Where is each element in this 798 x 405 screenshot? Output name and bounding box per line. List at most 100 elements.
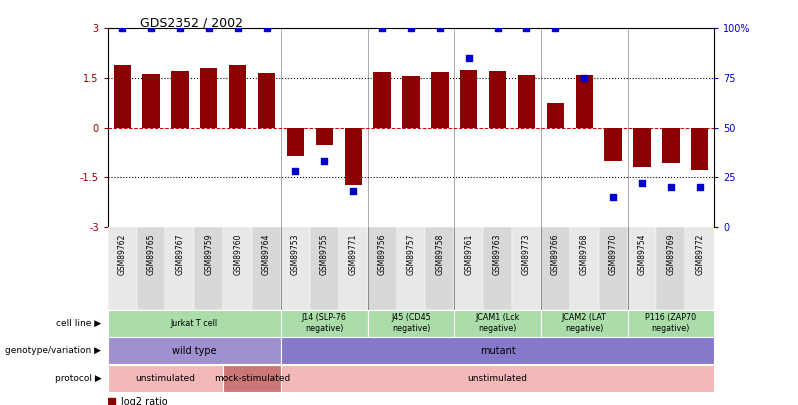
Text: GSM89757: GSM89757 (406, 233, 416, 275)
Point (173, 25, 186, 32)
Bar (286, 128, 304, 156)
Text: Jurkat T cell: Jurkat T cell (171, 319, 218, 328)
Bar (454, 310, 541, 337)
Text: GSM89767: GSM89767 (176, 233, 184, 275)
Bar (483, 227, 512, 310)
Text: GDS2352 / 2002: GDS2352 / 2002 (140, 16, 243, 29)
Bar (165, 227, 195, 310)
Bar (339, 227, 368, 310)
Text: protocol ▶: protocol ▶ (54, 374, 101, 383)
Bar (397, 227, 425, 310)
Bar (598, 227, 627, 310)
Text: GSM89755: GSM89755 (320, 233, 329, 275)
Text: log2 ratio: log2 ratio (121, 397, 168, 405)
Bar (662, 128, 680, 163)
Text: GSM89763: GSM89763 (493, 233, 502, 275)
Text: GSM89756: GSM89756 (377, 233, 386, 275)
Text: GSM89766: GSM89766 (551, 233, 560, 275)
Bar (281, 310, 368, 337)
Point (520, 25, 533, 32)
Text: genotype/variation ▶: genotype/variation ▶ (6, 346, 101, 355)
Bar (402, 76, 420, 128)
Text: unstimulated: unstimulated (468, 374, 527, 383)
Text: JCAM2 (LAT
negative): JCAM2 (LAT negative) (562, 313, 606, 333)
Text: J45 (CD45
negative): J45 (CD45 negative) (391, 313, 431, 333)
Bar (373, 72, 391, 128)
Bar (454, 227, 483, 310)
Point (318, 158, 330, 164)
Text: mutant: mutant (480, 346, 516, 356)
Bar (281, 337, 714, 364)
Bar (108, 398, 115, 405)
Text: GSM89759: GSM89759 (204, 233, 213, 275)
Bar (108, 337, 281, 364)
Bar (368, 310, 454, 337)
Text: GSM89770: GSM89770 (609, 233, 618, 275)
Point (347, 188, 360, 194)
Text: GSM89773: GSM89773 (522, 233, 531, 275)
Bar (172, 71, 188, 128)
Bar (368, 227, 397, 310)
Point (606, 194, 619, 200)
Bar (570, 227, 598, 310)
Bar (657, 227, 685, 310)
Bar (281, 227, 310, 310)
Bar (316, 128, 333, 145)
Point (693, 184, 706, 190)
Point (203, 25, 215, 32)
Point (289, 168, 302, 175)
Text: GSM89772: GSM89772 (695, 233, 705, 275)
Point (376, 25, 389, 32)
Bar (200, 68, 218, 128)
Bar (518, 75, 535, 128)
Point (144, 25, 157, 32)
Text: GSM89765: GSM89765 (147, 233, 156, 275)
Text: GSM89762: GSM89762 (117, 233, 127, 275)
Text: GSM89761: GSM89761 (464, 233, 473, 275)
Bar (431, 72, 448, 128)
Text: GSM89769: GSM89769 (666, 233, 675, 275)
Point (116, 25, 128, 32)
Bar (575, 75, 593, 128)
Bar (604, 128, 622, 161)
Bar (691, 128, 709, 170)
Bar (195, 227, 223, 310)
Bar (142, 74, 160, 128)
Bar (258, 73, 275, 128)
Text: GSM89760: GSM89760 (233, 233, 242, 275)
Text: wild type: wild type (172, 346, 217, 356)
Text: GSM89753: GSM89753 (291, 233, 300, 275)
Bar (541, 310, 627, 337)
Bar (627, 227, 657, 310)
Bar (252, 227, 281, 310)
Point (549, 25, 562, 32)
Bar (223, 365, 281, 392)
Bar (310, 227, 339, 310)
Point (260, 25, 273, 32)
Bar (489, 71, 506, 128)
Bar (113, 65, 131, 128)
Bar (345, 128, 361, 185)
Bar (460, 70, 477, 128)
Point (231, 25, 244, 32)
Bar (108, 310, 281, 337)
Bar (627, 310, 714, 337)
Bar (223, 227, 252, 310)
Point (665, 184, 678, 190)
Point (433, 25, 446, 32)
Point (636, 180, 649, 186)
Text: J14 (SLP-76
negative): J14 (SLP-76 negative) (302, 313, 347, 333)
Text: P116 (ZAP70
negative): P116 (ZAP70 negative) (646, 313, 697, 333)
Bar (512, 227, 541, 310)
Point (462, 55, 475, 61)
Point (405, 25, 417, 32)
Bar (136, 227, 165, 310)
Bar (425, 227, 454, 310)
Text: GSM89768: GSM89768 (580, 233, 589, 275)
Text: GSM89754: GSM89754 (638, 233, 646, 275)
Text: GSM89771: GSM89771 (349, 233, 358, 275)
Bar (108, 365, 223, 392)
Bar (634, 128, 650, 167)
Bar (541, 227, 570, 310)
Bar (229, 65, 247, 128)
